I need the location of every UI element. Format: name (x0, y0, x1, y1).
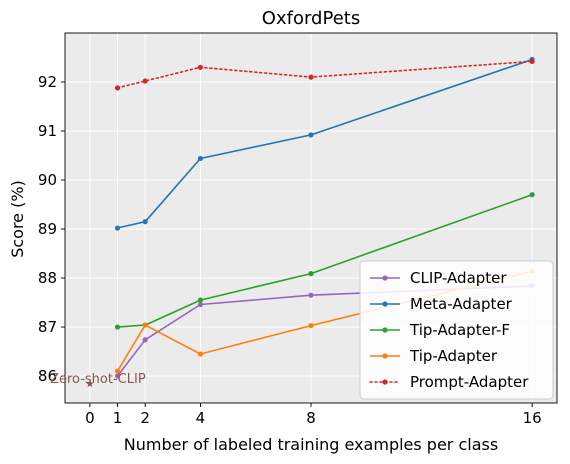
data-point-tip-adapter-f (114, 324, 121, 330)
data-point-clip-adapter (197, 301, 204, 308)
y-tick-label: 92 (38, 73, 57, 91)
legend-marker-meta-adapter (382, 301, 388, 307)
data-point-prompt-adapter (114, 85, 121, 91)
y-axis-label: Score (%) (8, 180, 27, 258)
data-point-meta-adapter (114, 225, 121, 231)
data-point-tip-adapter (308, 322, 314, 329)
y-tick-label: 88 (38, 269, 57, 287)
x-tick-label: 0 (85, 409, 95, 427)
data-point-clip-adapter (142, 337, 148, 343)
plot-area: 0 1 2 4 8 16 86 87 88 89 90 91 92 Zero-shot-CLIP (38, 32, 558, 427)
data-point-meta-adapter (197, 155, 204, 162)
legend-label-tip-adapter-f: Tip-Adapter-F (409, 321, 510, 339)
x-axis-label: Number of labeled training examples per … (124, 435, 498, 454)
legend-label-prompt-adapter: Prompt-Adapter (410, 373, 529, 391)
legend-marker-tip-adapter-f (382, 327, 388, 333)
y-tick-label: 89 (38, 220, 57, 238)
legend-label-tip-adapter: Tip-Adapter (409, 347, 498, 365)
data-point-tip-adapter (114, 368, 121, 374)
legend-marker-tip-adapter (382, 353, 388, 359)
data-point-tip-adapter-f (197, 297, 204, 303)
legend-box (359, 260, 554, 400)
legend-label-clip-adapter: CLIP-Adapter (410, 269, 507, 287)
y-tick-label: 87 (38, 318, 57, 336)
chart-title: OxfordPets (262, 8, 360, 29)
data-point-clip-adapter (114, 373, 121, 379)
data-point-tip-adapter (197, 351, 204, 357)
data-point-tip-adapter-f (529, 192, 535, 198)
data-point-meta-adapter (142, 219, 148, 225)
data-point-prompt-adapter (197, 64, 204, 70)
x-tick-label: 4 (196, 409, 206, 427)
data-point-prompt-adapter (308, 74, 314, 80)
x-tick-label: 8 (306, 409, 316, 427)
data-point-prompt-adapter (529, 58, 535, 65)
zero-shot-label: Zero-shot-CLIP (50, 372, 146, 387)
x-tick-label: 2 (140, 409, 150, 427)
legend-marker-clip-adapter (382, 275, 388, 281)
data-point-tip-adapter-f (308, 271, 314, 277)
zero-shot-star-marker (86, 379, 94, 388)
y-tick-label: 90 (38, 171, 57, 189)
x-tick-label: 16 (523, 409, 542, 427)
legend-label-meta-adapter: Meta-Adapter (410, 295, 513, 313)
y-tick-label: 86 (38, 367, 57, 385)
data-point-prompt-adapter (142, 78, 148, 84)
y-tick-label: 91 (38, 122, 57, 140)
legend: CLIP-Adapter Meta-Adapter Tip-Adapter-F Tip… (359, 260, 554, 400)
legend-marker-prompt-adapter (382, 379, 388, 385)
data-point-clip-adapter (308, 292, 314, 298)
data-point-tip-adapter (142, 322, 148, 328)
data-point-meta-adapter (308, 132, 314, 138)
x-tick-label: 1 (113, 409, 123, 427)
